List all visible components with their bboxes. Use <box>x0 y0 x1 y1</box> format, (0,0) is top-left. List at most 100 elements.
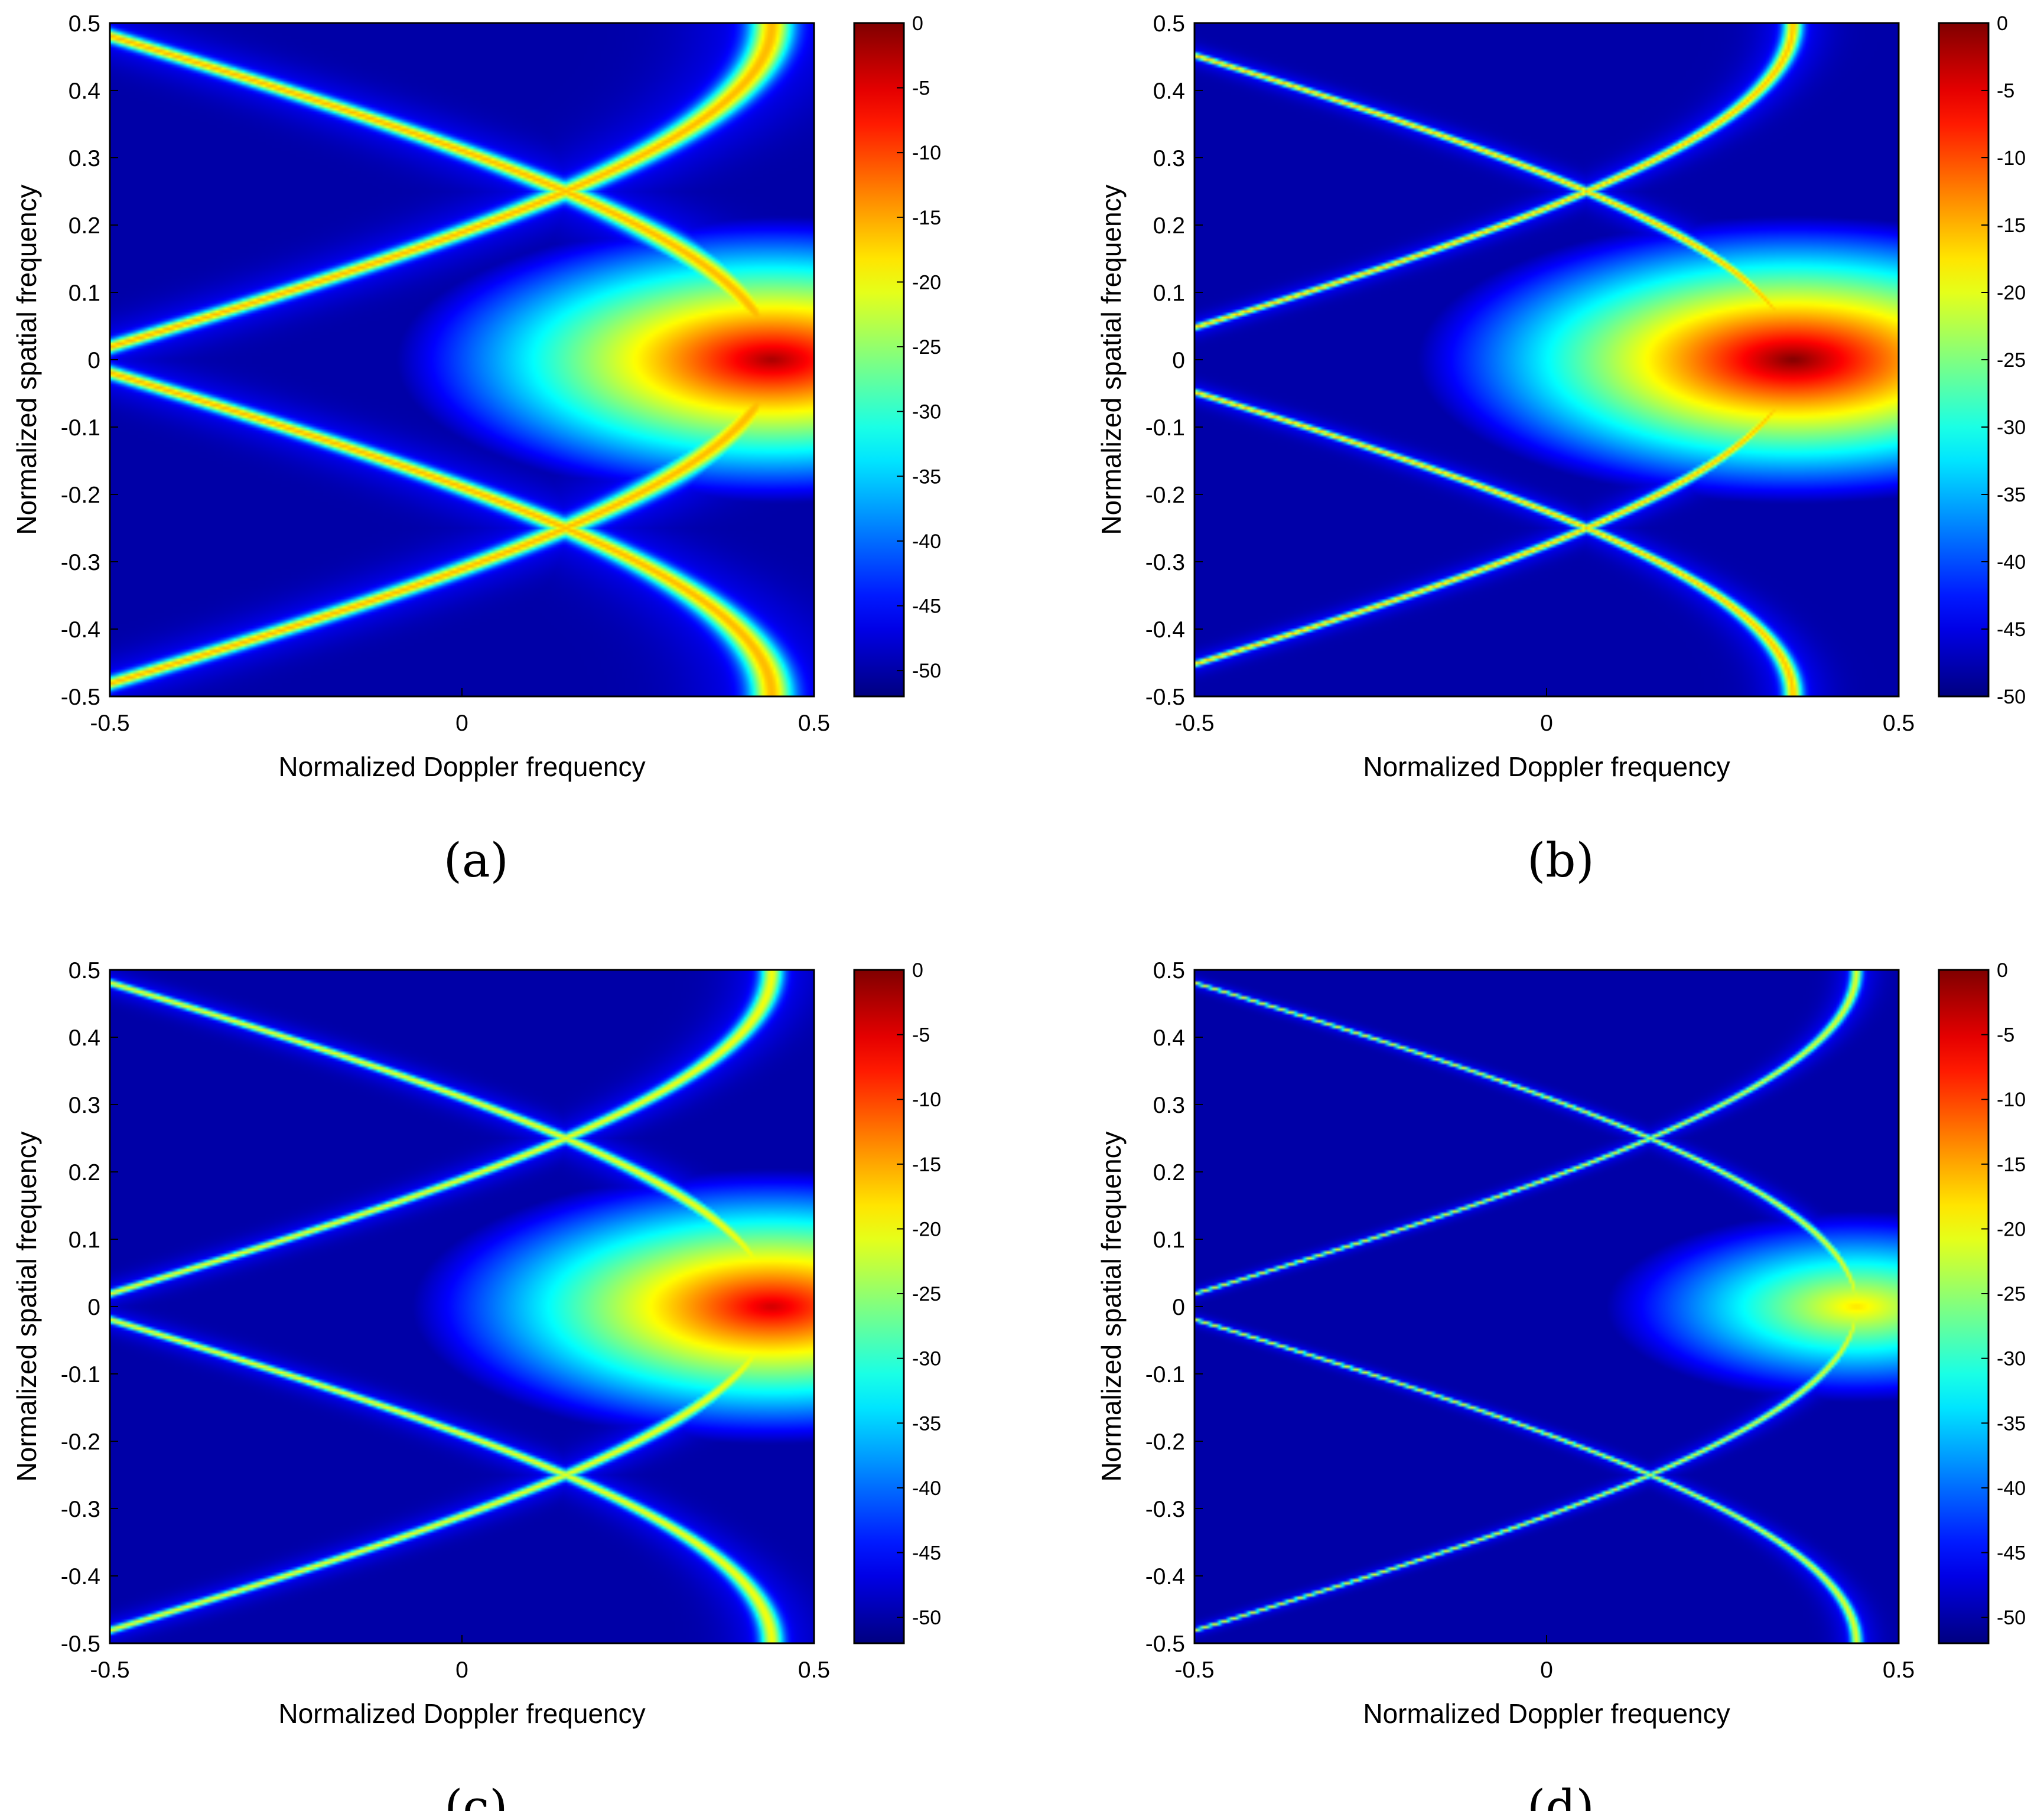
y-tick-label: 0 <box>1172 1295 1185 1320</box>
y-tick-label: -0.2 <box>1145 483 1185 508</box>
y-tick-label: 0.5 <box>69 11 100 37</box>
colorbar-tick-label: -50 <box>1997 686 2026 708</box>
colorbar-tick-label: -40 <box>912 530 941 553</box>
y-tick-label: -0.3 <box>1145 550 1185 575</box>
y-axis-label: Normalized spatial frequency <box>1096 184 1127 535</box>
y-tick-label: 0.2 <box>1153 1160 1185 1185</box>
colorbar-tick-label: -50 <box>1997 1607 2026 1629</box>
y-tick-label: 0.3 <box>1153 1093 1185 1118</box>
colorbar-tick-label: -40 <box>1997 551 2026 574</box>
x-tick-label: 0.5 <box>798 1657 830 1683</box>
colorbar-tick-label: 0 <box>912 959 923 982</box>
x-tick-label: -0.5 <box>1174 711 1214 736</box>
panel-caption: (d) <box>1527 1780 1594 1811</box>
x-tick-label: 0.5 <box>798 711 830 736</box>
x-tick-label: 0.5 <box>1883 1657 1915 1683</box>
colorbar-tick-label: -40 <box>1997 1477 2026 1500</box>
colorbar-tick-label: -20 <box>912 271 941 294</box>
chart-panel-b: -0.5 0 0.5 0.5 0.4 0.3 0.2 0.1 0 -0.1 -0.2 -0.3 -0.4… <box>1096 11 2026 888</box>
y-tick-label: 0.4 <box>69 79 100 104</box>
chart-panel-c: -0.5 0 0.5 0.5 0.4 0.3 0.2 0.1 0 -0.1 -0.2 -0.3 -0.4… <box>11 958 941 1811</box>
x-axis-label: Normalized Doppler frequency <box>278 751 645 782</box>
y-tick-label: -0.5 <box>1145 685 1185 710</box>
y-tick-label: 0.1 <box>1153 1227 1185 1253</box>
colorbar-tick-label: 0 <box>1997 12 2008 35</box>
colorbar-tick-label: -45 <box>912 595 941 618</box>
chart-panel-a: -0.5 0 0.5 0.5 0.4 0.3 0.2 0.1 0 -0.1 -0.2 -0.3 -0.4… <box>11 11 941 888</box>
heatmap-image <box>1194 970 1899 1643</box>
y-tick-label: -0.4 <box>61 617 100 643</box>
y-tick-label: 0.5 <box>69 958 100 983</box>
y-tick-label: -0.3 <box>61 550 100 575</box>
colorbar-tick-label: -50 <box>912 1607 941 1629</box>
x-tick-label: 0 <box>1540 1657 1553 1683</box>
y-tick-label: -0.4 <box>1145 1564 1185 1589</box>
y-tick-label: -0.1 <box>1145 415 1185 441</box>
y-tick-label: -0.4 <box>1145 617 1185 643</box>
colorbar-tick-label: -35 <box>912 465 941 488</box>
x-axis-label: Normalized Doppler frequency <box>278 1698 645 1729</box>
y-tick-label: 0.5 <box>1153 958 1185 983</box>
y-tick-label: 0.4 <box>1153 1025 1185 1051</box>
y-tick-label: -0.2 <box>61 1429 100 1455</box>
colorbar-tick-label: -20 <box>1997 282 2026 304</box>
colorbar-tick-label: -5 <box>1997 1024 2014 1047</box>
y-tick-label: 0.2 <box>69 213 100 239</box>
colorbar-tick-label: -20 <box>912 1218 941 1240</box>
colorbar-tick-label: -10 <box>1997 1089 2026 1111</box>
y-tick-label: 0.5 <box>1153 11 1185 37</box>
x-axis-label: Normalized Doppler frequency <box>1363 1698 1730 1729</box>
x-tick-label: -0.5 <box>90 1657 129 1683</box>
colorbar-tick-label: -40 <box>912 1477 941 1500</box>
colorbar-tick-label: -5 <box>912 1024 930 1047</box>
y-tick-label: 0.3 <box>1153 146 1185 171</box>
x-axis-label: Normalized Doppler frequency <box>1363 751 1730 782</box>
heatmap-image <box>1194 23 1899 696</box>
x-tick-label: 0 <box>455 711 468 736</box>
colorbar-tick-label: -25 <box>1997 1283 2026 1305</box>
y-tick-label: -0.5 <box>1145 1631 1185 1657</box>
y-tick-label: 0.1 <box>69 1227 100 1253</box>
y-tick-label: 0.3 <box>69 1093 100 1118</box>
y-axis-label: Normalized spatial frequency <box>11 1131 42 1481</box>
colorbar-tick-label: -5 <box>1997 80 2014 102</box>
y-tick-label: -0.1 <box>1145 1362 1185 1387</box>
colorbar-tick-label: -30 <box>912 401 941 424</box>
y-tick-label: -0.3 <box>61 1497 100 1522</box>
y-tick-label: 0.1 <box>1153 281 1185 306</box>
colorbar-tick-label: 0 <box>1997 959 2008 982</box>
y-tick-label: -0.5 <box>61 685 100 710</box>
x-tick-label: 0.5 <box>1883 711 1915 736</box>
colorbar <box>1938 22 1990 698</box>
colorbar <box>853 22 905 698</box>
colorbar-tick-label: -15 <box>912 207 941 229</box>
heatmap-image <box>110 970 814 1643</box>
colorbar-tick-label: -30 <box>1997 1348 2026 1370</box>
x-tick-label: 0 <box>1540 711 1553 736</box>
panel-caption: (a) <box>444 833 509 888</box>
colorbar-tick-label: -50 <box>912 660 941 682</box>
y-tick-label: 0.4 <box>1153 79 1185 104</box>
colorbar-tick-label: 0 <box>912 12 923 35</box>
colorbar <box>853 969 905 1644</box>
colorbar-tick-label: -35 <box>1997 484 2026 506</box>
y-tick-label: 0.3 <box>69 146 100 171</box>
colorbar-tick-label: -45 <box>912 1542 941 1565</box>
colorbar-tick-label: -10 <box>1997 147 2026 170</box>
y-tick-label: 0.4 <box>69 1025 100 1051</box>
y-tick-label: 0 <box>87 348 100 373</box>
colorbar-tick-label: -15 <box>1997 1154 2026 1176</box>
colorbar-tick-label: -25 <box>912 1283 941 1305</box>
colorbar-tick-label: -5 <box>912 77 930 100</box>
colorbar-tick-label: -45 <box>1997 618 2026 641</box>
y-tick-label: 0 <box>1172 348 1185 373</box>
colorbar-tick-label: -35 <box>1997 1412 2026 1435</box>
y-tick-label: -0.4 <box>61 1564 100 1589</box>
heatmap-image <box>110 23 814 696</box>
x-tick-label: -0.5 <box>1174 1657 1214 1683</box>
y-axis-label: Normalized spatial frequency <box>1096 1131 1127 1481</box>
colorbar-tick-label: -30 <box>1997 416 2026 439</box>
colorbar-tick-label: -25 <box>912 336 941 359</box>
colorbar-tick-label: -10 <box>912 1089 941 1111</box>
